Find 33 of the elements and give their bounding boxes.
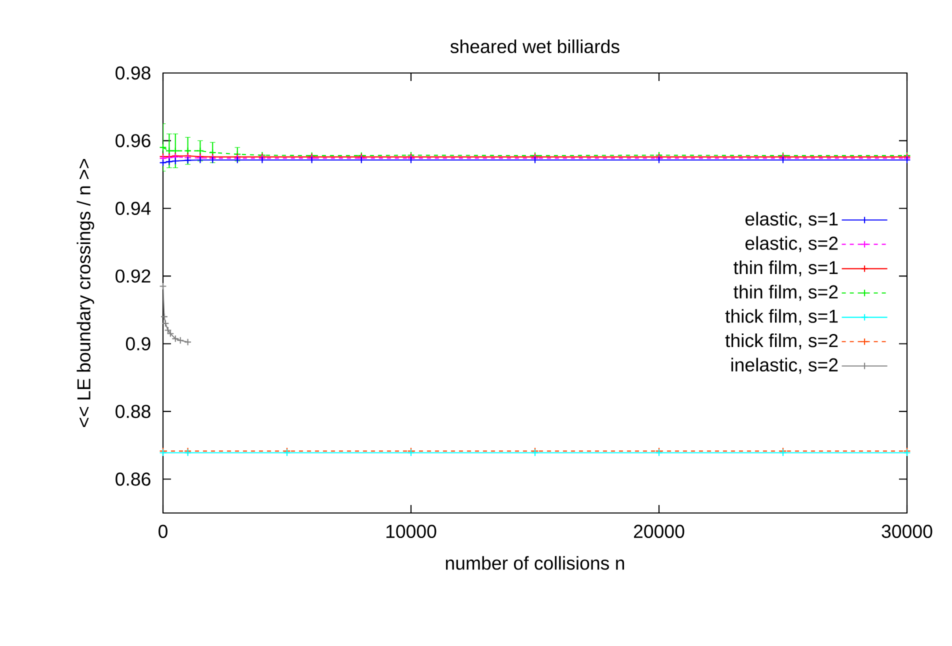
point <box>184 338 192 346</box>
y-tick-label: 0.9 <box>126 337 150 350</box>
x-axis-title: number of collisions n <box>446 556 624 570</box>
point <box>160 312 168 320</box>
y-tick-label: 0.88 <box>116 404 150 418</box>
y-tick-label: 0.94 <box>116 202 151 215</box>
point <box>184 156 192 164</box>
point <box>196 147 204 155</box>
x-tick-label: 10000 <box>386 524 436 538</box>
x-tick-label: 0 <box>158 524 168 538</box>
point <box>162 320 170 328</box>
point <box>208 148 216 156</box>
y-tick-label: 0.92 <box>116 269 150 283</box>
legend-label: thick film, s=1 <box>725 309 838 326</box>
point <box>165 158 173 166</box>
point <box>159 158 167 166</box>
x-tick-label: 20000 <box>634 524 684 538</box>
y-axis-title: << LE boundary crossings / n >> <box>76 159 94 427</box>
legend-label: inelastic, s=2 <box>731 358 838 374</box>
point <box>159 282 167 290</box>
x-tick-label: 30000 <box>882 524 932 538</box>
y-tick-label: 0.96 <box>116 134 150 148</box>
legend-label: elastic, s=2 <box>745 236 838 252</box>
chart-title: sheared wet billiards <box>450 39 620 54</box>
legend-label: thin film, s=2 <box>734 284 838 301</box>
point <box>184 147 192 155</box>
legend-label: thin film, s=1 <box>734 260 838 276</box>
legend-label: elastic, s=1 <box>745 212 838 228</box>
legend-label: thick film, s=2 <box>725 333 838 350</box>
point <box>172 157 180 165</box>
y-tick-label: 0.86 <box>116 472 150 486</box>
point <box>164 326 172 334</box>
y-tick-label: 0.98 <box>116 66 150 80</box>
